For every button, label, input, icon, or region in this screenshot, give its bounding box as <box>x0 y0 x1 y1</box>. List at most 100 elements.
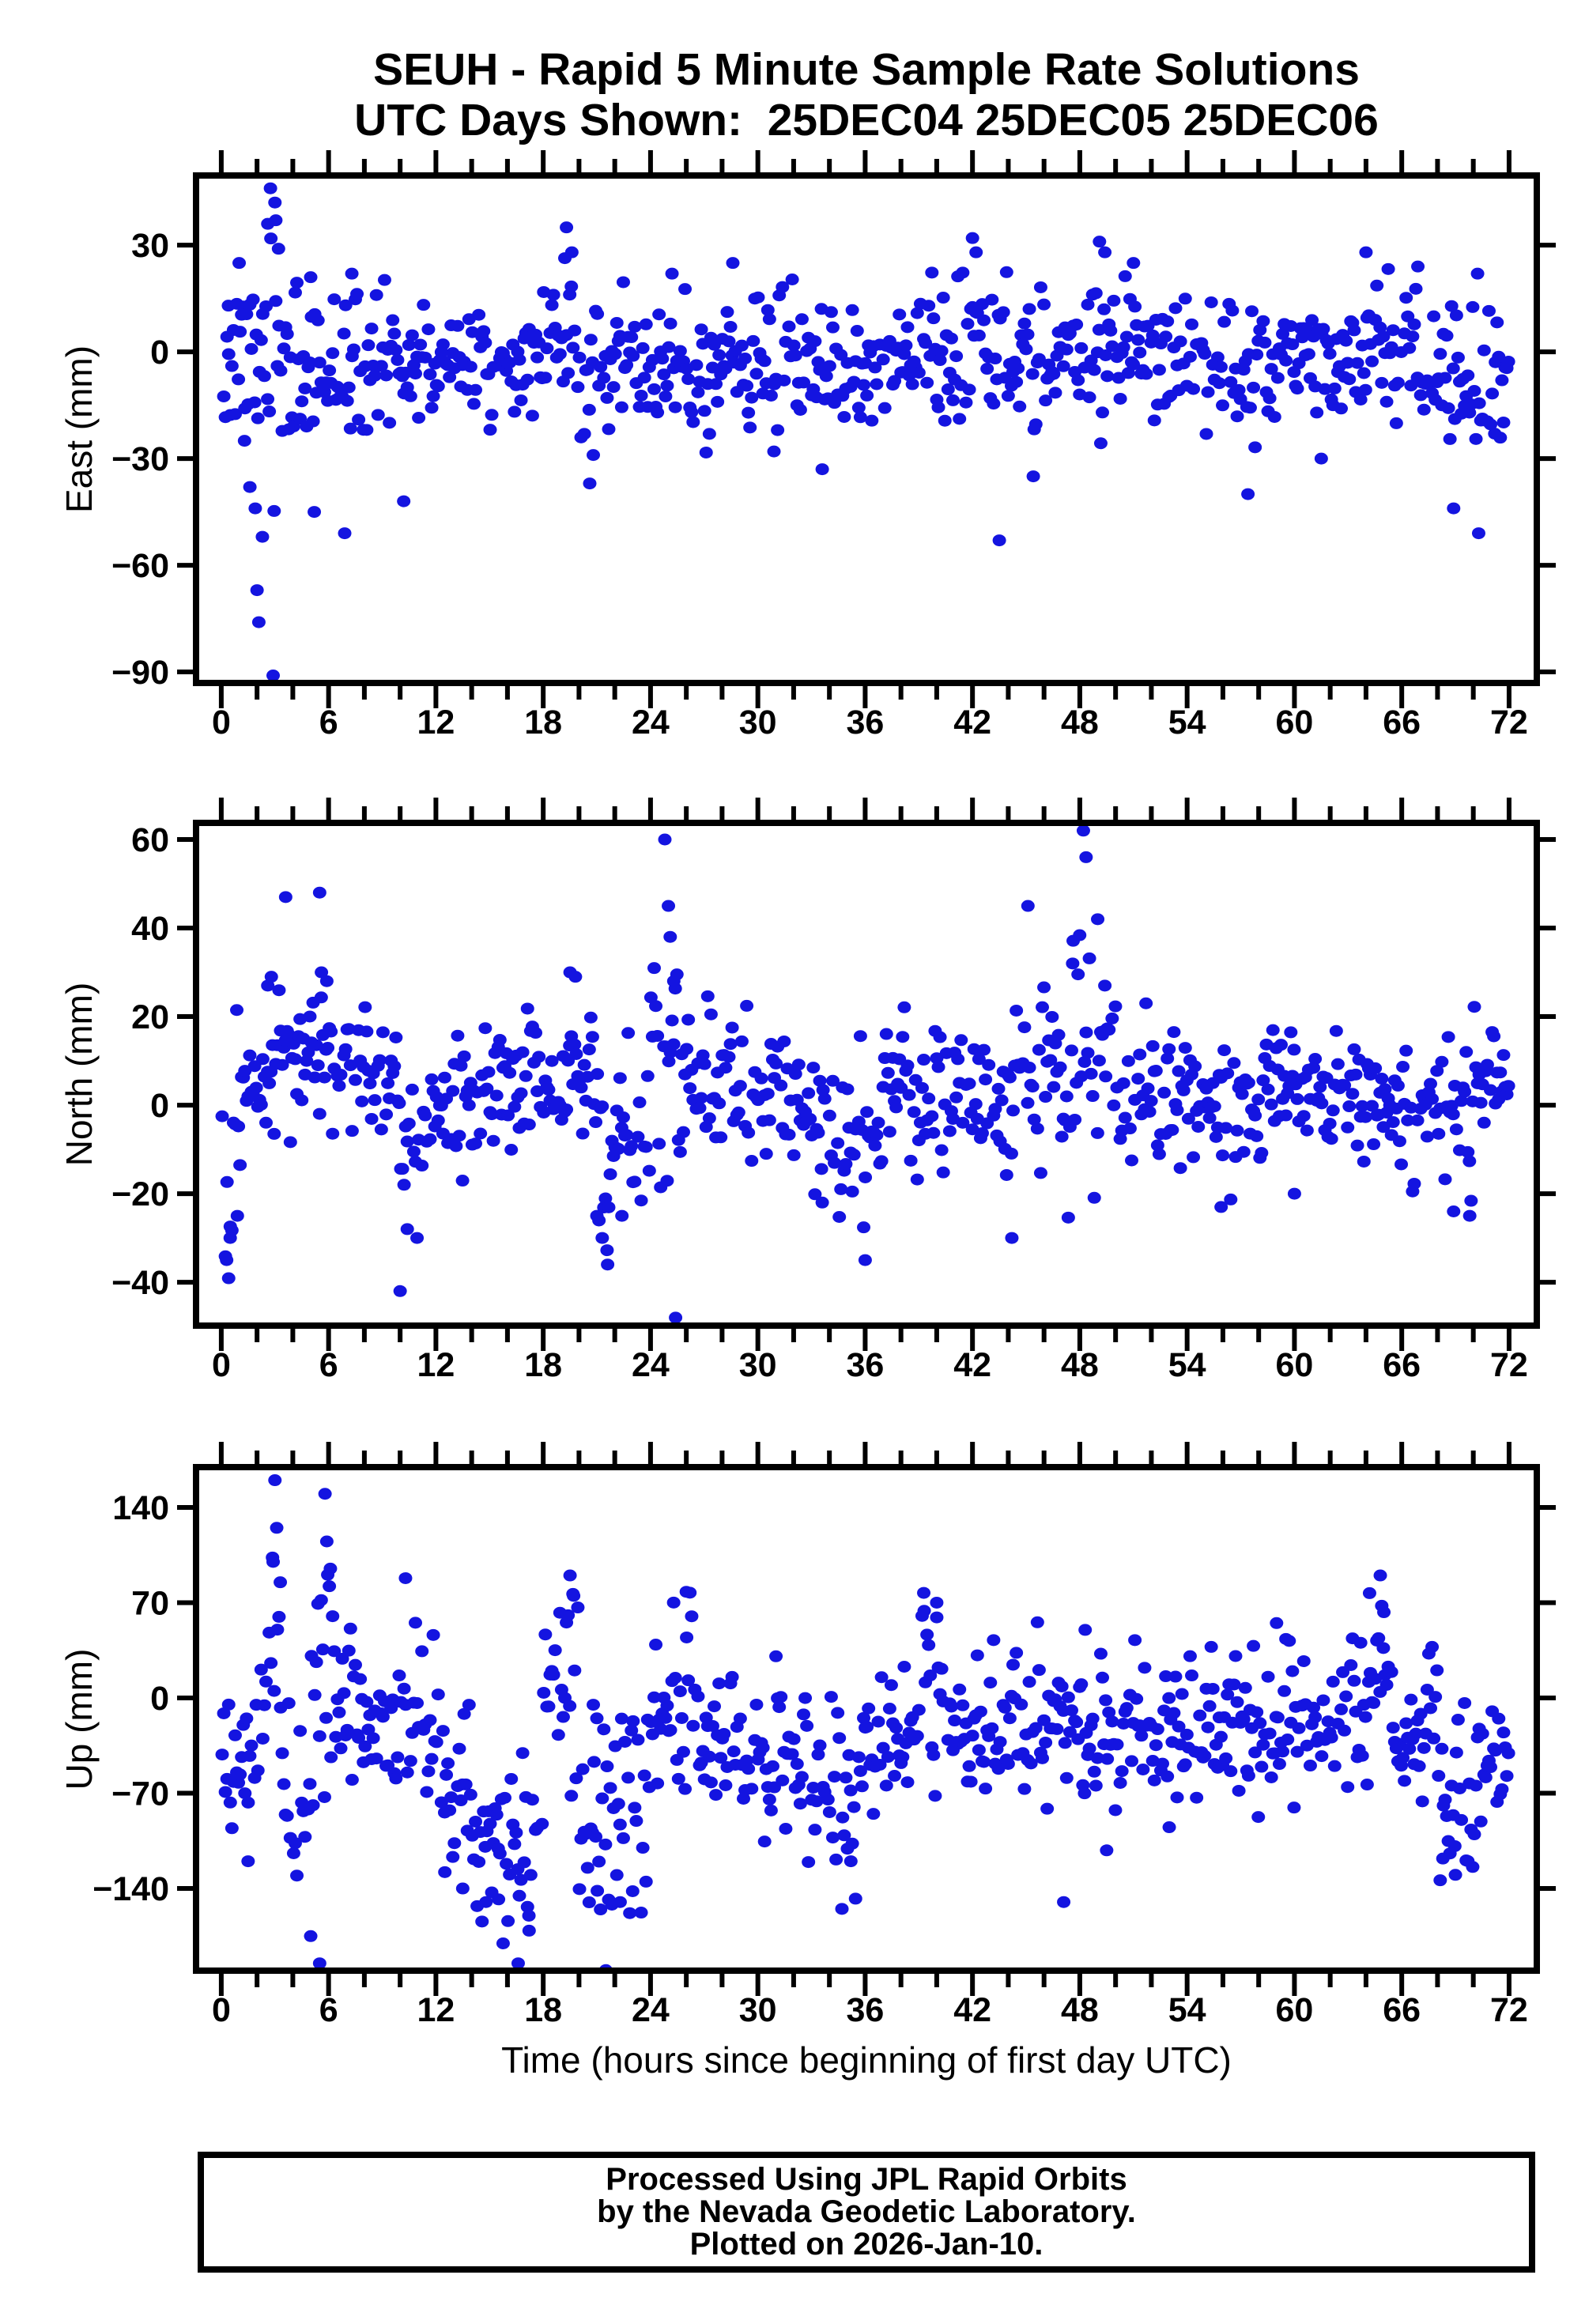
data-point <box>1127 358 1141 371</box>
data-point <box>725 1670 739 1683</box>
data-point <box>455 1175 470 1187</box>
data-point <box>853 1030 867 1043</box>
data-point <box>1108 1804 1123 1817</box>
data-point <box>888 375 902 387</box>
data-point <box>1236 1145 1251 1158</box>
data-point <box>1266 1024 1280 1036</box>
data-point <box>1119 330 1134 343</box>
data-point <box>352 413 366 426</box>
data-point <box>669 1311 683 1322</box>
data-point <box>298 1831 312 1843</box>
data-point <box>629 1815 643 1828</box>
data-point <box>241 1855 255 1868</box>
data-point <box>561 1609 576 1621</box>
data-point <box>1496 1049 1511 1062</box>
data-point <box>403 390 417 402</box>
data-point <box>1131 334 1145 346</box>
data-point <box>241 1796 255 1809</box>
data-point <box>594 1903 608 1916</box>
data-point <box>463 360 477 373</box>
data-point <box>1087 1765 1101 1778</box>
data-point <box>1315 1097 1329 1110</box>
data-point <box>889 1101 904 1114</box>
data-point <box>930 1596 944 1609</box>
data-point <box>1230 1696 1244 1708</box>
data-point <box>787 1149 801 1161</box>
data-point <box>217 390 231 402</box>
data-point <box>993 1736 1007 1749</box>
data-point <box>733 1712 747 1725</box>
data-point <box>899 339 913 352</box>
data-point <box>1327 382 1342 394</box>
data-point <box>352 1731 366 1744</box>
data-point <box>1360 1779 1374 1791</box>
data-point <box>254 1663 268 1676</box>
data-point <box>1447 1205 1461 1217</box>
data-point <box>1459 1046 1474 1058</box>
data-point <box>1255 1147 1269 1160</box>
data-point <box>568 1664 582 1677</box>
data-point <box>420 1786 434 1798</box>
data-point <box>1296 1654 1311 1667</box>
data-point <box>745 1155 759 1168</box>
data-point <box>511 1957 525 1967</box>
data-point <box>326 1127 340 1140</box>
data-point <box>987 398 1001 410</box>
data-point <box>1471 527 1485 540</box>
data-point <box>1451 1714 1465 1726</box>
data-point <box>1061 1691 1075 1703</box>
data-point <box>1399 292 1413 304</box>
x-tick-label: 6 <box>319 1346 338 1384</box>
data-point <box>274 364 288 377</box>
data-point <box>897 1661 911 1673</box>
data-point <box>342 1644 356 1657</box>
data-point <box>1462 1155 1477 1168</box>
data-point <box>1501 355 1515 368</box>
data-point <box>602 423 616 436</box>
data-point <box>1433 348 1447 360</box>
data-point <box>1178 292 1192 305</box>
data-point <box>486 1134 500 1147</box>
data-point <box>876 353 890 366</box>
data-point <box>522 1909 536 1922</box>
data-point <box>400 381 414 394</box>
data-point <box>262 406 277 418</box>
data-point <box>613 1896 627 1908</box>
data-point <box>1138 1662 1152 1674</box>
data-point <box>360 1696 374 1708</box>
data-point <box>1290 1092 1304 1105</box>
data-point <box>1341 1781 1355 1794</box>
data-point <box>583 477 597 490</box>
data-point <box>321 1042 335 1054</box>
data-point <box>290 1869 304 1882</box>
data-point <box>1204 296 1218 308</box>
data-point <box>1496 1726 1511 1739</box>
x-tick-label: 48 <box>1061 1991 1099 2029</box>
data-point <box>1121 1054 1135 1067</box>
data-point <box>1258 336 1272 349</box>
data-point <box>930 1052 944 1065</box>
data-point <box>472 308 486 321</box>
data-point <box>409 1617 423 1629</box>
data-point <box>631 1734 645 1746</box>
data-point <box>243 1049 257 1062</box>
data-point <box>431 380 445 393</box>
data-point <box>319 1535 334 1548</box>
data-point <box>1404 1693 1418 1706</box>
data-point <box>987 1634 1001 1647</box>
data-point <box>1032 353 1046 365</box>
data-point <box>369 289 383 301</box>
data-point <box>610 1869 624 1881</box>
data-point <box>1444 300 1459 312</box>
data-point <box>705 1719 719 1732</box>
data-point <box>702 1112 716 1125</box>
x-axis-title: Time (hours since beginning of first day… <box>501 2039 1232 2081</box>
data-point <box>1136 1764 1150 1776</box>
data-point <box>1469 1779 1483 1792</box>
data-point <box>1358 1111 1372 1123</box>
data-point <box>1170 1104 1184 1116</box>
data-point <box>398 366 413 379</box>
data-point <box>372 1054 387 1066</box>
data-point <box>233 1159 247 1171</box>
data-point <box>1423 1077 1437 1090</box>
